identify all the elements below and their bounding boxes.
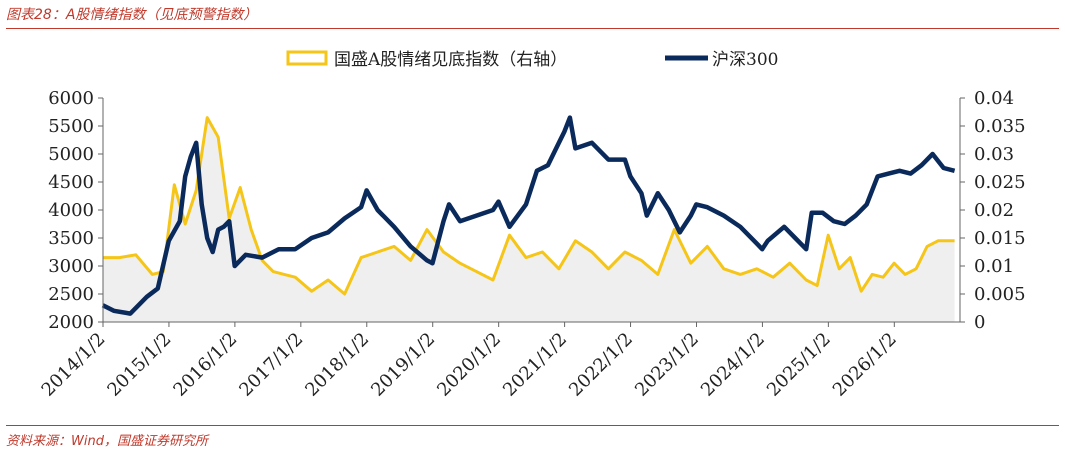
x-tick-label: 2017/1/2 — [235, 329, 307, 401]
sentiment-area — [102, 117, 955, 322]
top-rule — [6, 28, 1059, 29]
left-tick-label: 2500 — [48, 284, 94, 305]
sentiment-line — [102, 116, 955, 296]
source-note: 资料来源：Wind，国盛证券研究所 — [6, 434, 208, 449]
x-tick-label: 2015/1/2 — [103, 329, 175, 401]
left-tick-label: 3500 — [48, 228, 94, 249]
left-tick-label: 5500 — [48, 116, 94, 137]
x-tick-label: 2025/1/2 — [763, 329, 835, 401]
legend-label-csi300: 沪深300 — [712, 50, 778, 70]
right-tick-label: 0.04 — [974, 88, 1014, 109]
x-tick-label: 2018/1/2 — [301, 329, 373, 401]
left-tick-label: 4000 — [48, 200, 94, 221]
legend-swatch-sentiment — [286, 50, 328, 66]
right-tick-label: 0.01 — [974, 256, 1014, 277]
x-tick-label: 2019/1/2 — [367, 329, 439, 401]
x-tick-label: 2024/1/2 — [697, 329, 769, 401]
x-tick-label: 2026/1/2 — [829, 329, 901, 401]
right-tick-label: 0 — [974, 312, 985, 333]
x-tick-label: 2014/1/2 — [38, 329, 110, 401]
right-tick-label: 0.015 — [974, 228, 1026, 249]
left-tick-label: 6000 — [48, 88, 94, 109]
csi300-line — [101, 115, 956, 316]
figure-title: 图表28：A股情绪指数（见底预警指数） — [6, 7, 258, 23]
legend-label-sentiment: 国盛A股情绪见底指数（右轴） — [334, 50, 567, 70]
x-tick-label: 2022/1/2 — [565, 329, 637, 401]
legend: 国盛A股情绪见底指数（右轴） 沪深300 — [286, 50, 778, 70]
left-tick-label: 3000 — [48, 256, 94, 277]
right-tick-label: 0.02 — [974, 200, 1014, 221]
x-tick-label: 2020/1/2 — [433, 329, 505, 401]
x-tick-label: 2021/1/2 — [499, 329, 571, 401]
bottom-rule — [6, 425, 1059, 426]
right-tick-label: 0.03 — [974, 144, 1014, 165]
right-tick-label: 0.035 — [974, 116, 1026, 137]
left-tick-label: 4500 — [48, 172, 94, 193]
right-tick-label: 0.025 — [974, 172, 1026, 193]
x-tick-label: 2016/1/2 — [169, 329, 241, 401]
x-tick-label: 2023/1/2 — [631, 329, 703, 401]
left-tick-label: 2000 — [48, 312, 94, 333]
left-tick-label: 5000 — [48, 144, 94, 165]
right-tick-label: 0.005 — [974, 284, 1026, 305]
